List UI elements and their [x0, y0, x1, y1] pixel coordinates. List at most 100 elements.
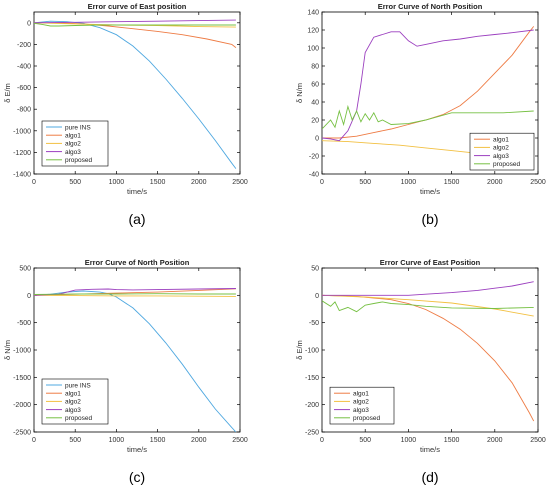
series-group [34, 288, 237, 432]
panel-label: (a) [128, 211, 145, 227]
x-tick-label: 500 [69, 179, 81, 186]
chart-title: Error Curve of North Position [85, 258, 190, 267]
y-tick-label: 0 [27, 20, 31, 27]
legend-label: algo3 [65, 149, 81, 156]
y-tick-label: 40 [311, 100, 319, 107]
y-tick-label: -50 [309, 320, 319, 327]
series-line-algo3 [34, 19, 236, 24]
y-tick-label: -100 [305, 348, 319, 355]
y-tick-label: -2000 [13, 402, 31, 409]
chart-panel-1: 0 500 1000 1500 2000 2500 0 -200 -400 -600 -800 -10… [3, 2, 248, 227]
legend-label: algo2 [493, 145, 509, 152]
legend-label: algo2 [353, 399, 369, 406]
y-tick-label: -40 [309, 172, 319, 179]
chart-panel-3: 0 500 1000 1500 2000 2500 500 0 -500 -1000 -1500 -2… [3, 258, 248, 485]
series-line-proposed [34, 22, 236, 27]
y-axis-label: δ E/m [295, 340, 304, 360]
x-tick-label: 0 [320, 437, 324, 444]
y-tick-label: -200 [17, 42, 31, 49]
y-tick-label: 60 [311, 82, 319, 89]
x-tick-label: 0 [32, 179, 36, 186]
y-tick-label: -600 [17, 85, 31, 92]
series-line-proposed [322, 104, 534, 130]
x-tick-label: 2000 [191, 437, 207, 444]
legend-label: proposed [353, 415, 380, 422]
legend-label: algo2 [65, 141, 81, 148]
legend-label: algo1 [353, 391, 369, 398]
y-tick-label: 500 [19, 266, 31, 273]
x-tick-label: 2000 [487, 179, 503, 186]
series-line-proposed [322, 300, 534, 313]
series-line-pure-ins [34, 290, 237, 432]
x-tick-label: 2000 [191, 179, 207, 186]
legend-label: algo1 [65, 133, 81, 140]
y-tick-label: -400 [17, 64, 31, 71]
x-tick-label: 2500 [530, 437, 546, 444]
y-tick-label: 100 [307, 46, 319, 53]
y-tick-label: -500 [17, 320, 31, 327]
y-tick-label: -1000 [13, 348, 31, 355]
series-line-algo1 [322, 294, 535, 422]
y-tick-label: -2500 [13, 430, 31, 437]
legend-label: algo3 [353, 407, 369, 414]
legend-label: algo1 [493, 137, 509, 144]
y-tick-label: -1200 [13, 150, 31, 157]
y-axis-label: δ N/m [3, 340, 12, 360]
x-tick-label: 500 [69, 437, 81, 444]
legend-label: proposed [65, 157, 92, 164]
legend-label: pure INS [65, 124, 91, 131]
x-tick-label: 1500 [444, 437, 460, 444]
chart-title: Error Curve of East Position [380, 258, 481, 267]
panel-label: (d) [421, 469, 438, 485]
x-tick-label: 2500 [530, 179, 546, 186]
legend-label: algo2 [65, 399, 81, 406]
y-tick-label: 120 [307, 28, 319, 35]
x-tick-label: 1500 [444, 179, 460, 186]
panel-label: (c) [129, 469, 145, 485]
y-axis-label: δ E/m [3, 83, 12, 103]
series-line-algo3 [34, 288, 236, 296]
series-line-algo2 [34, 294, 236, 297]
y-tick-label: -250 [305, 430, 319, 437]
y-tick-label: 140 [307, 10, 319, 17]
y-axis-label: δ N/m [295, 83, 304, 103]
x-tick-label: 1000 [401, 179, 417, 186]
x-tick-label: 2500 [232, 179, 248, 186]
chart-panel-2: 0 500 1000 1500 2000 2500 140 120 100 80 60 40 20 0 -2… [295, 2, 546, 227]
y-tick-label: -1000 [13, 128, 31, 135]
legend-label: pure INS [65, 382, 91, 389]
y-tick-label: 80 [311, 64, 319, 71]
series-line-algo2 [322, 294, 534, 317]
chart-panel-4: 0 500 1000 1500 2000 2500500-50-100-150-200-2… [295, 258, 546, 485]
x-tick-label: 1000 [109, 437, 125, 444]
legend-label: algo3 [493, 153, 509, 160]
x-tick-label: 0 [32, 437, 36, 444]
x-axis-label: time/s [420, 187, 440, 196]
x-tick-label: 1000 [401, 437, 417, 444]
y-tick-label: -200 [305, 402, 319, 409]
series-line-algo3 [322, 29, 534, 142]
x-axis-label: time/s [420, 445, 440, 454]
panel-label: (b) [421, 211, 438, 227]
y-tick-label: -20 [309, 154, 319, 161]
x-tick-label: 1500 [150, 437, 166, 444]
x-tick-label: 1500 [150, 179, 166, 186]
x-tick-label: 500 [359, 437, 371, 444]
chart-title: Error Curve of North Position [378, 2, 483, 11]
x-tick-label: 1000 [109, 179, 125, 186]
y-tick-label: 50 [311, 266, 319, 273]
x-tick-label: 0 [320, 179, 324, 186]
y-tick-label: -150 [305, 375, 319, 382]
series-group [322, 281, 535, 422]
legend-label: proposed [65, 415, 92, 422]
series-line-algo3 [322, 281, 534, 296]
legend-label: proposed [493, 161, 520, 168]
x-tick-label: 2000 [487, 437, 503, 444]
legend-label: algo3 [65, 407, 81, 414]
y-tick-label: 0 [315, 136, 319, 143]
y-tick-label: 0 [27, 293, 31, 300]
legend-label: algo1 [65, 391, 81, 398]
